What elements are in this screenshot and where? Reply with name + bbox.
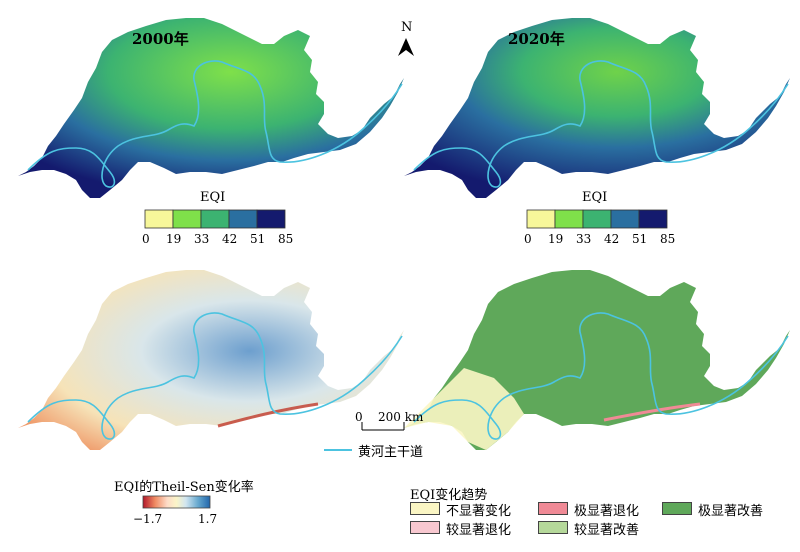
eqi-class-left-3 — [228, 209, 258, 229]
trend-label-2: 极显著改善 — [698, 504, 764, 519]
eqi-tick-left-4: 51 — [250, 232, 266, 246]
eqi-tick-left-0: 0 — [142, 232, 150, 246]
map-eqi-2020 — [404, 18, 790, 198]
eqi-legend-bar-right — [526, 209, 668, 229]
trend-swatch-0 — [410, 502, 440, 515]
scale-label-dist: 200 km — [378, 410, 424, 424]
eqi-tick-left-1: 19 — [166, 232, 182, 246]
theil-sen-min-label: −1.7 — [133, 512, 163, 526]
trend-label-3: 较显著退化 — [446, 523, 512, 538]
title-2020: 2020年 — [508, 30, 565, 48]
eqi-class-right-0 — [526, 209, 556, 229]
eqi-class-left-2 — [200, 209, 230, 229]
trend-swatch-4 — [538, 521, 568, 534]
eqi-class-right-2 — [582, 209, 612, 229]
theil-sen-legend-title: EQI的Theil-Sen变化率 — [114, 480, 254, 495]
eqi-class-right-4 — [638, 209, 668, 229]
eqi-tick-right-4: 51 — [632, 232, 648, 246]
trend-label-0: 不显著变化 — [446, 504, 512, 519]
eqi-tick-left-3: 42 — [222, 232, 238, 246]
eqi-tick-right-2: 33 — [576, 232, 592, 246]
theil-sen-max-label: 1.7 — [198, 512, 218, 526]
river-legend-label: 黄河主干道 — [358, 445, 424, 460]
eqi-legend-bar-left — [144, 209, 286, 229]
north-arrow-icon — [398, 38, 414, 56]
eqi-tick-left-5: 85 — [278, 232, 294, 246]
trend-swatch-2 — [662, 502, 692, 515]
eqi-class-left-0 — [144, 209, 174, 229]
eqi-class-right-3 — [610, 209, 640, 229]
eqi-class-left-1 — [172, 209, 202, 229]
map-eqi-trend — [404, 270, 790, 450]
eqi-tick-left-2: 33 — [194, 232, 210, 246]
scale-bar — [361, 422, 405, 431]
trend-swatch-1 — [538, 502, 568, 515]
map-theil-sen — [18, 270, 404, 450]
scale-label-zero: 0 — [355, 410, 363, 424]
eqi-tick-right-0: 0 — [524, 232, 532, 246]
trend-label-1: 极显著退化 — [574, 504, 640, 519]
trend-label-4: 较显著改善 — [574, 523, 640, 538]
eqi-tick-right-1: 19 — [548, 232, 564, 246]
eqi-tick-right-3: 42 — [604, 232, 620, 246]
eqi-legend-title-left: EQI — [200, 190, 226, 205]
theil-sen-gradient-bar — [142, 495, 211, 509]
north-label: N — [401, 20, 413, 35]
eqi-class-left-4 — [256, 209, 286, 229]
trend-legend-title: EQI变化趋势 — [410, 488, 488, 503]
eqi-class-right-1 — [554, 209, 584, 229]
trend-swatch-3 — [410, 521, 440, 534]
map-eqi-2000 — [18, 18, 404, 198]
title-2000: 2000年 — [132, 30, 189, 48]
eqi-tick-right-5: 85 — [660, 232, 676, 246]
eqi-legend-title-right: EQI — [582, 190, 608, 205]
